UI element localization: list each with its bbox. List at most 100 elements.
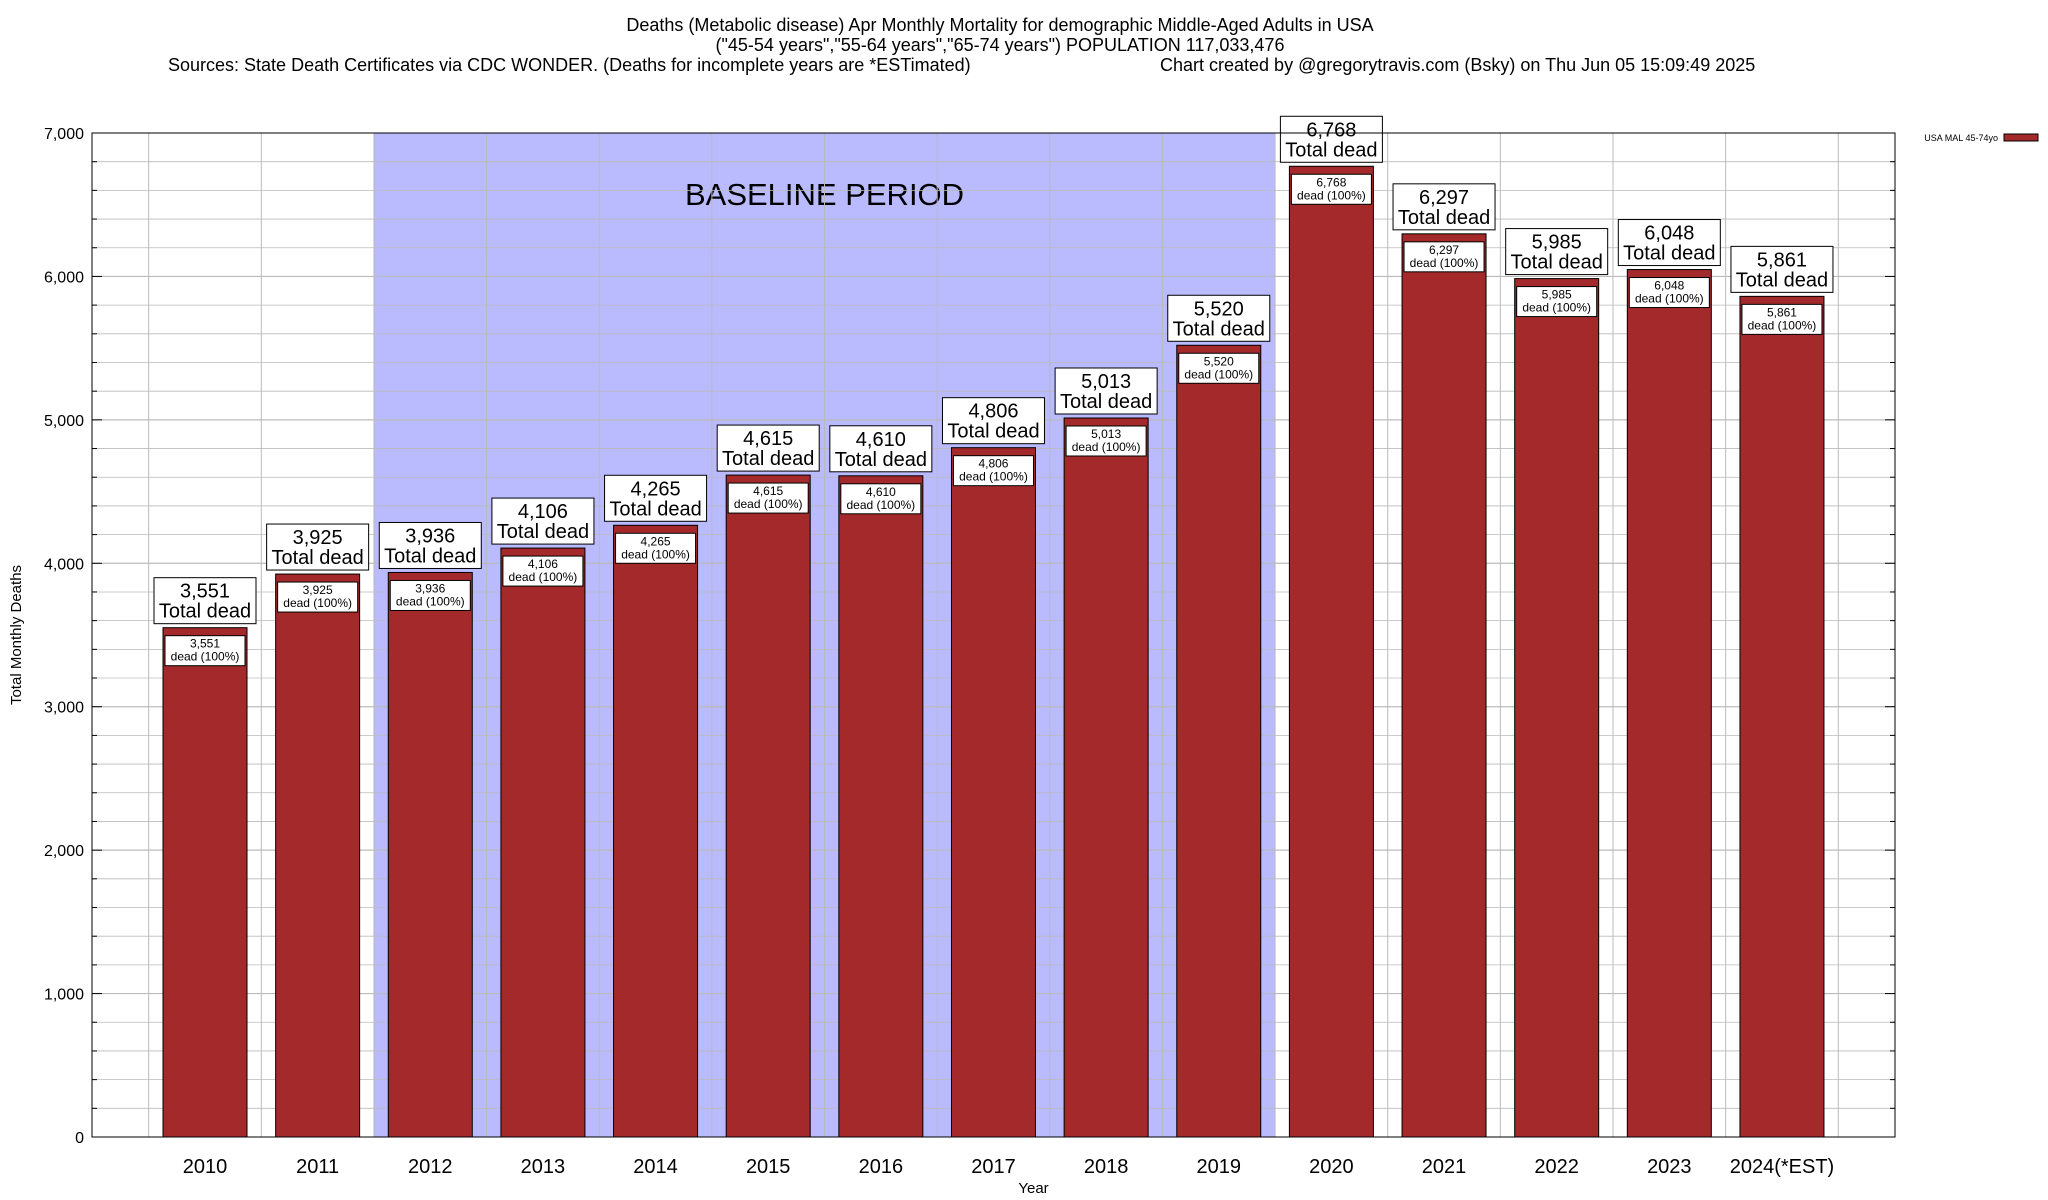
legend-label: USA MAL 45-74yo xyxy=(1924,133,1998,143)
bar-top-value: 4,265 xyxy=(631,478,681,500)
x-tick-label: 2024(*EST) xyxy=(1730,1156,1835,1178)
bar xyxy=(1739,295,1825,1138)
bar-top-label-box xyxy=(153,577,257,625)
bar-inner-label-box xyxy=(1403,241,1485,273)
chart-sources: Sources: State Death Certificates via CD… xyxy=(168,55,971,75)
bar-inner-caption: dead (100%) xyxy=(1297,188,1366,202)
plot-frame xyxy=(91,132,1896,1138)
bar-inner-value: 5,520 xyxy=(1204,354,1234,368)
bar-top-label-box xyxy=(716,424,820,472)
bar-inner-value: 3,925 xyxy=(303,583,333,597)
bar-inner-value: 4,615 xyxy=(753,484,783,498)
x-tick-label: 2011 xyxy=(296,1156,339,1178)
bar-inner-caption: dead (100%) xyxy=(621,547,690,561)
x-tick-label: 2016 xyxy=(859,1156,904,1178)
bar-inner-label-box xyxy=(1741,303,1823,335)
bar-top-value: 4,806 xyxy=(968,401,1018,423)
y-tick-label: 7,000 xyxy=(44,126,84,143)
bar-inner-label-box xyxy=(1290,173,1372,205)
bar-top-value: 5,013 xyxy=(1081,371,1131,393)
y-tick-label: 3,000 xyxy=(44,700,84,717)
bar-top-label-box xyxy=(1392,183,1496,231)
bar xyxy=(1176,344,1262,1138)
bar-top-label-box xyxy=(266,523,370,571)
bar-top-label-box xyxy=(1054,367,1158,415)
x-axis-label: Year xyxy=(1018,1180,1048,1197)
bar-top-value: 4,106 xyxy=(518,501,568,523)
bar-inner-label-box xyxy=(1516,286,1598,318)
bar-top-caption: Total dead xyxy=(1173,318,1265,340)
legend: USA MAL 45-74yo xyxy=(1924,133,2039,143)
bar-inner-label-box xyxy=(1065,425,1147,457)
bar-top-label-box xyxy=(491,497,595,545)
bar-top-label-box xyxy=(1167,294,1271,342)
bar xyxy=(838,475,924,1138)
bar-inner-value: 3,936 xyxy=(415,581,445,595)
bar-inner-value: 4,610 xyxy=(866,485,896,499)
bar-top-caption: Total dead xyxy=(1511,252,1603,274)
bar-inner-label-box xyxy=(1628,277,1710,309)
bar-top-value: 4,615 xyxy=(743,428,793,450)
x-tick-label: 2018 xyxy=(1084,1156,1129,1178)
bar-top-value: 3,936 xyxy=(405,525,455,547)
x-tick-label: 2021 xyxy=(1422,1156,1467,1178)
bar xyxy=(613,524,699,1138)
bar-inner-label-box xyxy=(277,581,359,613)
bar-inner-label-box xyxy=(727,482,809,514)
bar-inner-value: 4,806 xyxy=(978,457,1008,471)
bar xyxy=(1401,233,1487,1138)
bar-inner-label-box xyxy=(1178,352,1260,384)
bar-top-value: 6,048 xyxy=(1644,223,1694,245)
bar-inner-value: 5,861 xyxy=(1767,305,1797,319)
y-tick-label: 0 xyxy=(75,1130,84,1147)
bar-inner-caption: dead (100%) xyxy=(1522,301,1591,315)
bar-inner-caption: dead (100%) xyxy=(1410,256,1479,270)
bar-top-caption: Total dead xyxy=(1623,243,1715,265)
bar-inner-caption: dead (100%) xyxy=(1184,367,1253,381)
bar-inner-label-box xyxy=(952,455,1034,487)
bar-top-caption: Total dead xyxy=(835,449,927,471)
bar-inner-caption: dead (100%) xyxy=(959,470,1028,484)
bar-top-value: 5,985 xyxy=(1532,232,1582,254)
x-tick-label: 2012 xyxy=(408,1156,453,1178)
y-tick-label: 6,000 xyxy=(44,269,84,286)
bar-inner-value: 5,013 xyxy=(1091,427,1121,441)
legend-swatch xyxy=(2003,133,2039,142)
x-tick-label: 2022 xyxy=(1534,1156,1579,1178)
bar-top-caption: Total dead xyxy=(722,448,814,470)
bar-top-value: 3,551 xyxy=(180,581,230,603)
chart-credit: Chart created by @gregorytravis.com (Bsk… xyxy=(1160,55,1755,75)
y-tick-label: 4,000 xyxy=(44,556,84,573)
bar-top-caption: Total dead xyxy=(271,547,363,569)
bar-top-caption: Total dead xyxy=(947,421,1039,443)
x-tick-label: 2019 xyxy=(1197,1156,1242,1178)
bar-inner-value: 6,048 xyxy=(1654,279,1684,293)
bar-top-label-box xyxy=(1279,115,1383,163)
bar-top-caption: Total dead xyxy=(609,498,701,520)
bar xyxy=(162,627,248,1138)
bar-top-label-box xyxy=(1505,228,1609,276)
y-tick-label: 1,000 xyxy=(44,987,84,1004)
axis-layer: 0 1,000 2,000 3,000 4,000 5,000 6,000 7,000 2010… xyxy=(44,126,1895,1178)
bar-inner-caption: dead (100%) xyxy=(734,497,803,511)
bar-inner-label-box xyxy=(615,532,697,564)
bar-top-caption: Total dead xyxy=(384,545,476,567)
bar-inner-value: 6,297 xyxy=(1429,243,1459,257)
bar-inner-caption: dead (100%) xyxy=(509,570,578,584)
bar-top-caption: Total dead xyxy=(497,521,589,543)
chart-title-line2: ("45-54 years","55-64 years","65-74 year… xyxy=(716,35,1285,55)
bar xyxy=(500,547,586,1138)
bar xyxy=(725,474,811,1138)
bar-inner-value: 4,265 xyxy=(641,534,671,548)
bar-top-label-box xyxy=(829,425,933,473)
bar xyxy=(950,447,1036,1138)
bar-top-caption: Total dead xyxy=(1285,139,1377,161)
bar xyxy=(1063,417,1149,1138)
bar-top-caption: Total dead xyxy=(1060,391,1152,413)
x-tick-label: 2014 xyxy=(633,1156,678,1178)
bar-top-value: 5,861 xyxy=(1757,249,1807,271)
bar-inner-caption: dead (100%) xyxy=(1072,440,1141,454)
bar-inner-label-box xyxy=(840,483,922,515)
